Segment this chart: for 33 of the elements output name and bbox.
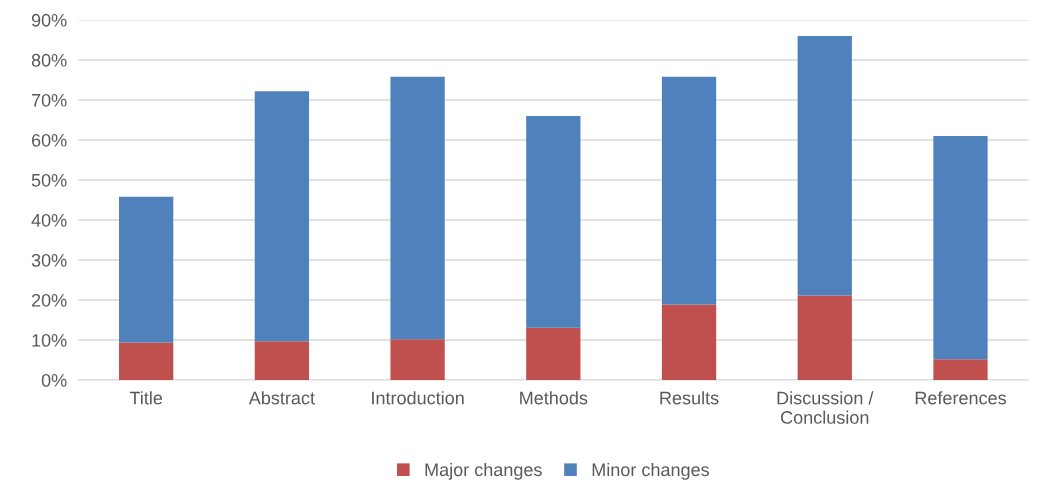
legend-label: Major changes: [425, 462, 542, 480]
x-tick-label: Introduction: [372, 391, 464, 405]
bar: [797, 295, 852, 381]
legend-label: Minor changes: [592, 462, 710, 480]
x-tick-label: Discussion / Conclusion: [777, 391, 874, 424]
y-tick-label: 60%: [31, 133, 67, 147]
bar: [254, 91, 310, 342]
bar: [933, 135, 988, 360]
bar: [254, 341, 310, 381]
y-tick-label: 90%: [31, 13, 67, 27]
x-tick-label: References: [915, 391, 1006, 405]
bar: [661, 304, 717, 381]
bar: [661, 76, 717, 305]
x-tick-label: Title: [129, 391, 163, 405]
bar: [390, 339, 445, 381]
y-tick-label: 10%: [32, 333, 67, 347]
bar: [933, 359, 988, 381]
bar: [119, 342, 174, 381]
y-tick-label: 30%: [31, 253, 67, 267]
x-tick-label: Results: [660, 391, 719, 405]
bar: [526, 327, 581, 381]
bar: [119, 196, 174, 343]
y-tick-label: 0%: [41, 373, 67, 387]
x-tick-label: Abstract: [248, 391, 315, 405]
y-tick-label: 20%: [31, 293, 67, 307]
bar: [390, 76, 445, 340]
y-tick-label: 70%: [31, 93, 67, 107]
y-tick-label: 50%: [31, 173, 67, 187]
y-tick-label: 40%: [31, 213, 67, 227]
bar: [526, 115, 581, 328]
x-tick-label: Methods: [520, 391, 588, 405]
y-tick-label: 80%: [31, 53, 67, 67]
bar: [797, 35, 852, 296]
